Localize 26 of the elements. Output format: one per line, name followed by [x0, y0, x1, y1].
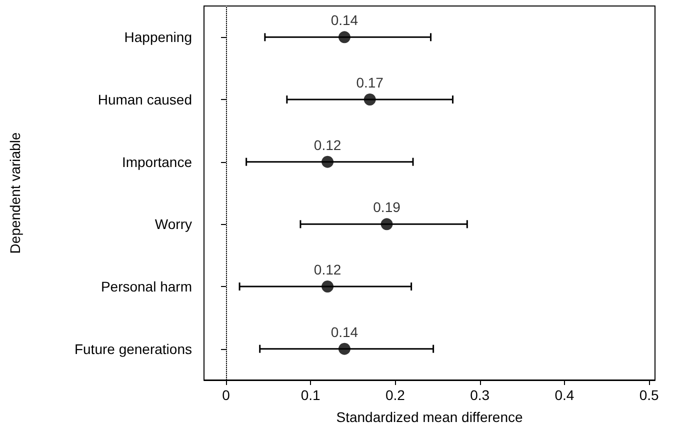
x-tick-label: 0.2 [385, 387, 406, 403]
y-tick-label: Future generations [74, 340, 192, 357]
point [322, 280, 334, 292]
point [380, 218, 393, 230]
y-tick-label: Personal harm [100, 278, 192, 294]
x-tick-label: 0.1 [300, 387, 321, 403]
y-tick-label: Happening [124, 29, 192, 46]
x-tick-label: 0 [222, 387, 230, 403]
x-tick-label: 0.3 [470, 387, 490, 403]
y-axis-title: Dependent variable [7, 132, 23, 254]
x-tick-label: 0.5 [639, 387, 660, 403]
x-tick-label: 0.4 [554, 387, 574, 403]
point [338, 31, 350, 44]
data-label: 0.12 [314, 262, 342, 278]
x-axis-title: Standardized mean difference [336, 409, 523, 425]
point [322, 156, 334, 168]
data-label: 0.14 [330, 12, 358, 28]
point [364, 94, 376, 106]
y-tick-label: Worry [154, 216, 192, 232]
data-label: 0.19 [373, 199, 401, 216]
y-tick-label: Importance [122, 154, 192, 170]
data-label: 0.17 [356, 74, 384, 90]
point [338, 342, 350, 355]
y-tick-label: Human caused [98, 92, 192, 108]
data-label: 0.14 [330, 324, 358, 340]
data-label: 0.12 [314, 136, 342, 153]
